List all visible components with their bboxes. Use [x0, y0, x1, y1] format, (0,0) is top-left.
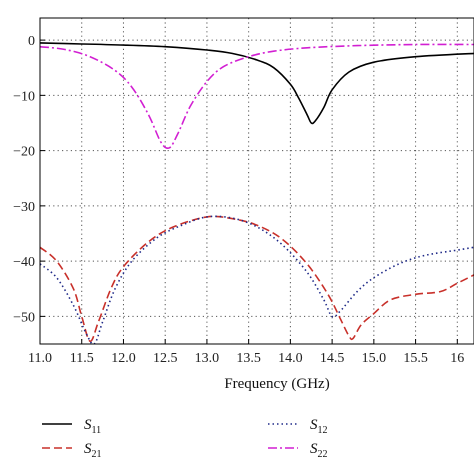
y-tick-label: −20 — [13, 145, 35, 160]
x-tick-label: 12.0 — [111, 351, 136, 366]
legend-label-s21: S21 — [84, 441, 102, 460]
legend-label-s11: S11 — [84, 417, 101, 436]
x-tick-label: 14.0 — [278, 351, 303, 366]
x-tick-label: 13.5 — [236, 351, 261, 366]
legend-label-s12: S12 — [310, 417, 328, 436]
plot-series — [40, 42, 474, 344]
x-tick-label: 15.0 — [362, 351, 387, 366]
plot-frame — [39, 17, 474, 345]
legend-label-s22: S22 — [310, 441, 328, 460]
y-tick-label: −30 — [13, 200, 35, 215]
y-tick-label: −40 — [13, 255, 35, 270]
series-line-s12 — [40, 215, 474, 344]
series-line-s22 — [40, 43, 474, 150]
y-tick-label: 0 — [28, 34, 35, 49]
x-tick-label: 11.5 — [70, 351, 94, 366]
x-tick-label: 14.5 — [320, 351, 345, 366]
x-axis-label: Frequency (GHz) — [224, 376, 329, 392]
series-line-s21 — [40, 215, 474, 342]
x-tick-label: 12.5 — [153, 351, 178, 366]
x-tick-label: 15.5 — [403, 351, 428, 366]
grid — [40, 18, 474, 344]
x-tick-label: 13.0 — [195, 351, 220, 366]
y-tick-label: −10 — [13, 89, 35, 104]
x-axis-ticks: 11.0 11.5 12.0 12.5 13.0 13.5 14.0 14.5 15.0 15.5… — [28, 339, 464, 366]
x-tick-label: 16 — [450, 351, 464, 366]
legend: S11 S21 S12 S22 — [42, 417, 328, 460]
x-tick-label: 11.0 — [28, 351, 52, 366]
y-axis-ticks: 0 −10 −20 −30 −40 −50 — [13, 34, 45, 325]
series-line-s11 — [40, 42, 474, 125]
y-tick-label: −50 — [13, 310, 35, 325]
